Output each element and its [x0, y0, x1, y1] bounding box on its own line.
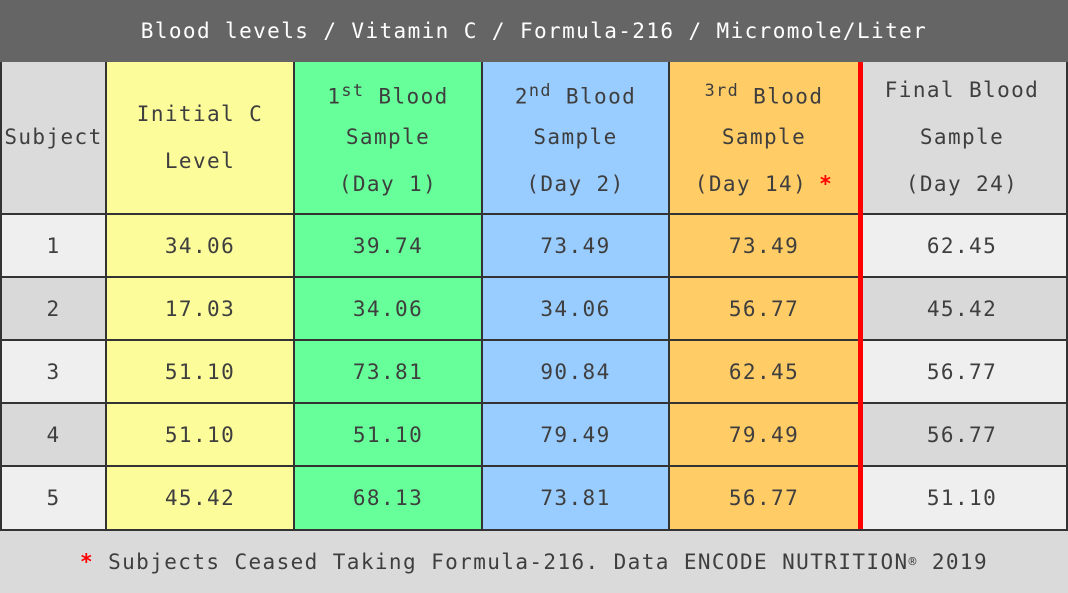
header-line3: (Day 24): [905, 172, 1019, 196]
value-cell-sample3: 79.49: [670, 404, 858, 467]
header-line3: (Day 2): [526, 172, 625, 196]
value-cell-final: 45.42: [858, 278, 1068, 341]
header-line1: 1st Blood: [327, 80, 449, 109]
header-line2: Sample: [919, 125, 1005, 149]
subject-cell: 5: [0, 467, 107, 531]
red-divider-line: [858, 62, 863, 529]
header-cell-subject: Subject: [0, 62, 107, 215]
value-cell-sample1: 51.10: [295, 404, 483, 467]
value-cell-sample3: 56.77: [670, 467, 858, 531]
value-cell-initial: 34.06: [107, 215, 295, 278]
header-line3: (Day 14) *: [694, 172, 834, 196]
value-cell-sample1: 68.13: [295, 467, 483, 531]
value-cell-sample3: 56.77: [670, 278, 858, 341]
title-bar: Blood levels / Vitamin C / Formula-216 /…: [0, 0, 1068, 62]
value-cell-sample2: 90.84: [483, 341, 670, 404]
header-line2: Sample: [721, 125, 807, 149]
subject-cell: 2: [0, 278, 107, 341]
value-cell-final: 56.77: [858, 341, 1068, 404]
header-line2: Sample: [345, 125, 431, 149]
header-cell-sample1: 1st Blood Sample (Day 1): [295, 62, 483, 215]
header-line1: Initial C: [136, 101, 264, 126]
table-grid: Subject Initial C Level 1st Blood Sample…: [0, 62, 1068, 531]
header-line1: Final Blood: [884, 78, 1040, 102]
value-cell-initial: 51.10: [107, 404, 295, 467]
value-cell-sample2: 73.49: [483, 215, 670, 278]
value-cell-sample2: 34.06: [483, 278, 670, 341]
value-cell-final: 62.45: [858, 215, 1068, 278]
value-cell-initial: 45.42: [107, 467, 295, 531]
header-line1: 3rd Blood: [704, 80, 824, 109]
value-cell-sample1: 39.74: [295, 215, 483, 278]
value-cell-sample1: 73.81: [295, 341, 483, 404]
header-line2: Sample: [533, 125, 618, 149]
header-cell-final: Final Blood Sample (Day 24): [858, 62, 1068, 215]
subject-cell: 3: [0, 341, 107, 404]
red-asterisk: *: [819, 172, 834, 196]
footnote-text: Subjects Ceased Taking Formula-216. Data…: [94, 550, 909, 574]
header-line1: 2nd Blood: [514, 80, 637, 109]
header-cell-sample3: 3rd Blood Sample (Day 14) *: [670, 62, 858, 215]
blood-levels-table: Subject Initial C Level 1st Blood Sample…: [0, 62, 1068, 531]
value-cell-sample1: 34.06: [295, 278, 483, 341]
value-cell-final: 51.10: [858, 467, 1068, 531]
value-cell-sample3: 73.49: [670, 215, 858, 278]
value-cell-sample2: 79.49: [483, 404, 670, 467]
subject-cell: 4: [0, 404, 107, 467]
value-cell-final: 56.77: [858, 404, 1068, 467]
footnote: * Subjects Ceased Taking Formula-216. Da…: [0, 531, 1068, 593]
value-cell-initial: 17.03: [107, 278, 295, 341]
header-line2: Level: [164, 148, 236, 173]
footnote-year: 2019: [917, 550, 988, 574]
header-cell-initial: Initial C Level: [107, 62, 295, 215]
page-title: Blood levels / Vitamin C / Formula-216 /…: [140, 19, 928, 43]
value-cell-sample2: 73.81: [483, 467, 670, 531]
header-line3: (Day 1): [338, 172, 438, 196]
header-cell-sample2: 2nd Blood Sample (Day 2): [483, 62, 670, 215]
value-cell-initial: 51.10: [107, 341, 295, 404]
subject-header-label: Subject: [4, 125, 103, 149]
subject-cell: 1: [0, 215, 107, 278]
registered-trademark-icon: ®: [908, 554, 918, 570]
value-cell-sample3: 62.45: [670, 341, 858, 404]
footnote-asterisk: *: [79, 550, 95, 574]
